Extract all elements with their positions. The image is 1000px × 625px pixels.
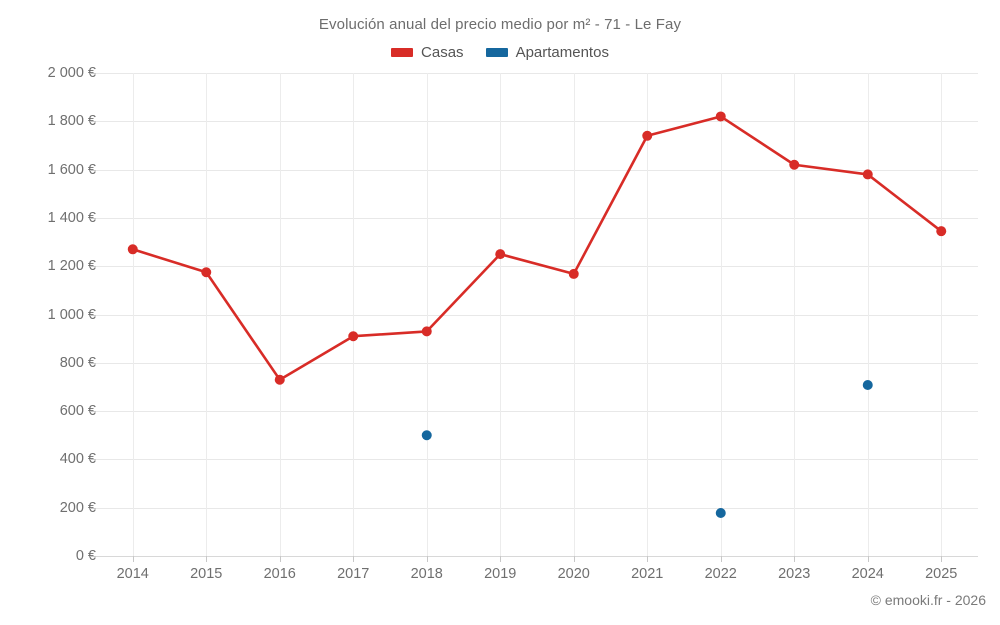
gridline-horizontal [96, 217, 978, 219]
legend-label-casas: Casas [421, 44, 464, 61]
gridline-vertical [720, 73, 722, 556]
legend-label-apartamentos: Apartamentos [515, 44, 609, 61]
y-axis-tick-mark [90, 314, 96, 316]
x-axis-tick-mark [426, 556, 428, 562]
gridline-horizontal [96, 73, 978, 74]
x-axis-tick-mark [206, 556, 208, 562]
chart-legend: Casas Apartamentos [0, 44, 1000, 61]
x-axis-tick-mark [647, 556, 649, 562]
gridline-vertical [132, 73, 134, 556]
y-axis-tick-label: 1 200 € [47, 258, 96, 275]
x-axis-tick-mark [573, 556, 575, 562]
y-axis-tick-label: 800 € [59, 354, 96, 371]
x-axis-tick-label: 2025 [925, 566, 958, 582]
x-axis-tick-label: 2019 [484, 566, 517, 582]
y-axis-tick-mark [90, 73, 96, 74]
y-axis-tick-label: 1 600 € [47, 161, 96, 178]
y-axis-tick-mark [90, 362, 96, 364]
legend-item-casas[interactable]: Casas [391, 44, 464, 61]
gridline-horizontal [96, 507, 978, 509]
y-axis: 0 € 200 € 400 € 600 € 800 € 1 000 € 1 200 € 1 4… [0, 0, 96, 625]
y-axis-tick-label: 1 800 € [47, 113, 96, 130]
y-axis-tick-mark [90, 121, 96, 123]
x-axis-line [96, 556, 978, 557]
x-axis-tick-label: 2018 [410, 566, 443, 582]
gridline-horizontal [96, 266, 978, 268]
gridline-horizontal [96, 362, 978, 364]
x-axis-tick-label: 2015 [190, 566, 223, 582]
plot-area [96, 73, 978, 557]
gridline-horizontal [96, 459, 978, 461]
x-axis-tick-label: 2022 [704, 566, 737, 582]
y-axis-tick-label: 1 400 € [47, 209, 96, 226]
y-axis-tick-label: 600 € [59, 403, 96, 420]
x-axis-tick-mark [279, 556, 281, 562]
y-axis-tick-label: 400 € [59, 451, 96, 468]
x-axis-tick-label: 2024 [851, 566, 884, 582]
x-axis-tick-mark [353, 556, 355, 562]
y-axis-tick-mark [90, 169, 96, 171]
gridline-horizontal [96, 169, 978, 171]
gridline-horizontal [96, 314, 978, 316]
x-axis-tick-mark [941, 556, 943, 562]
gridline-vertical [941, 73, 943, 556]
y-axis-tick-mark [90, 507, 96, 509]
gridline-vertical [279, 73, 281, 556]
x-axis-tick-mark [132, 556, 134, 562]
x-axis-tick-label: 2016 [263, 566, 296, 582]
x-axis-tick-label: 2017 [337, 566, 370, 582]
x-axis-tick-mark [794, 556, 796, 562]
legend-swatch-casas [391, 48, 414, 57]
gridline-vertical [573, 73, 575, 556]
gridline-vertical [353, 73, 355, 556]
gridline-vertical [426, 73, 428, 556]
x-axis-tick-mark [500, 556, 502, 562]
y-axis-tick-label: 200 € [59, 499, 96, 516]
gridline-horizontal [96, 121, 978, 123]
x-axis-tick-mark [720, 556, 722, 562]
chart-title: Evolución anual del precio medio por m² … [318, 16, 682, 33]
y-axis-tick-mark [90, 217, 96, 219]
x-axis-tick-label: 2014 [116, 566, 149, 582]
gridline-vertical [794, 73, 796, 556]
x-axis-tick-label: 2023 [778, 566, 811, 582]
y-axis-tick-label: 1 000 € [47, 306, 96, 323]
y-axis-tick-mark [90, 556, 96, 557]
y-axis-tick-mark [90, 411, 96, 413]
x-axis-tick-mark [867, 556, 869, 562]
gridline-vertical [867, 73, 869, 556]
credit-label: © emooki.fr - 2026 [870, 592, 986, 608]
gridline-vertical [647, 73, 649, 556]
legend-swatch-apartamentos [485, 48, 508, 57]
y-axis-tick-label: 2 000 € [47, 65, 96, 81]
y-axis-tick-label: 0 € [75, 548, 96, 564]
gridline-vertical [206, 73, 208, 556]
y-axis-tick-mark [90, 266, 96, 268]
y-axis-tick-mark [90, 459, 96, 461]
x-axis-tick-label: 2021 [631, 566, 664, 582]
legend-item-apartamentos[interactable]: Apartamentos [485, 44, 609, 61]
gridline-horizontal [96, 411, 978, 413]
x-axis-tick-label: 2020 [557, 566, 590, 582]
gridline-vertical [500, 73, 502, 556]
